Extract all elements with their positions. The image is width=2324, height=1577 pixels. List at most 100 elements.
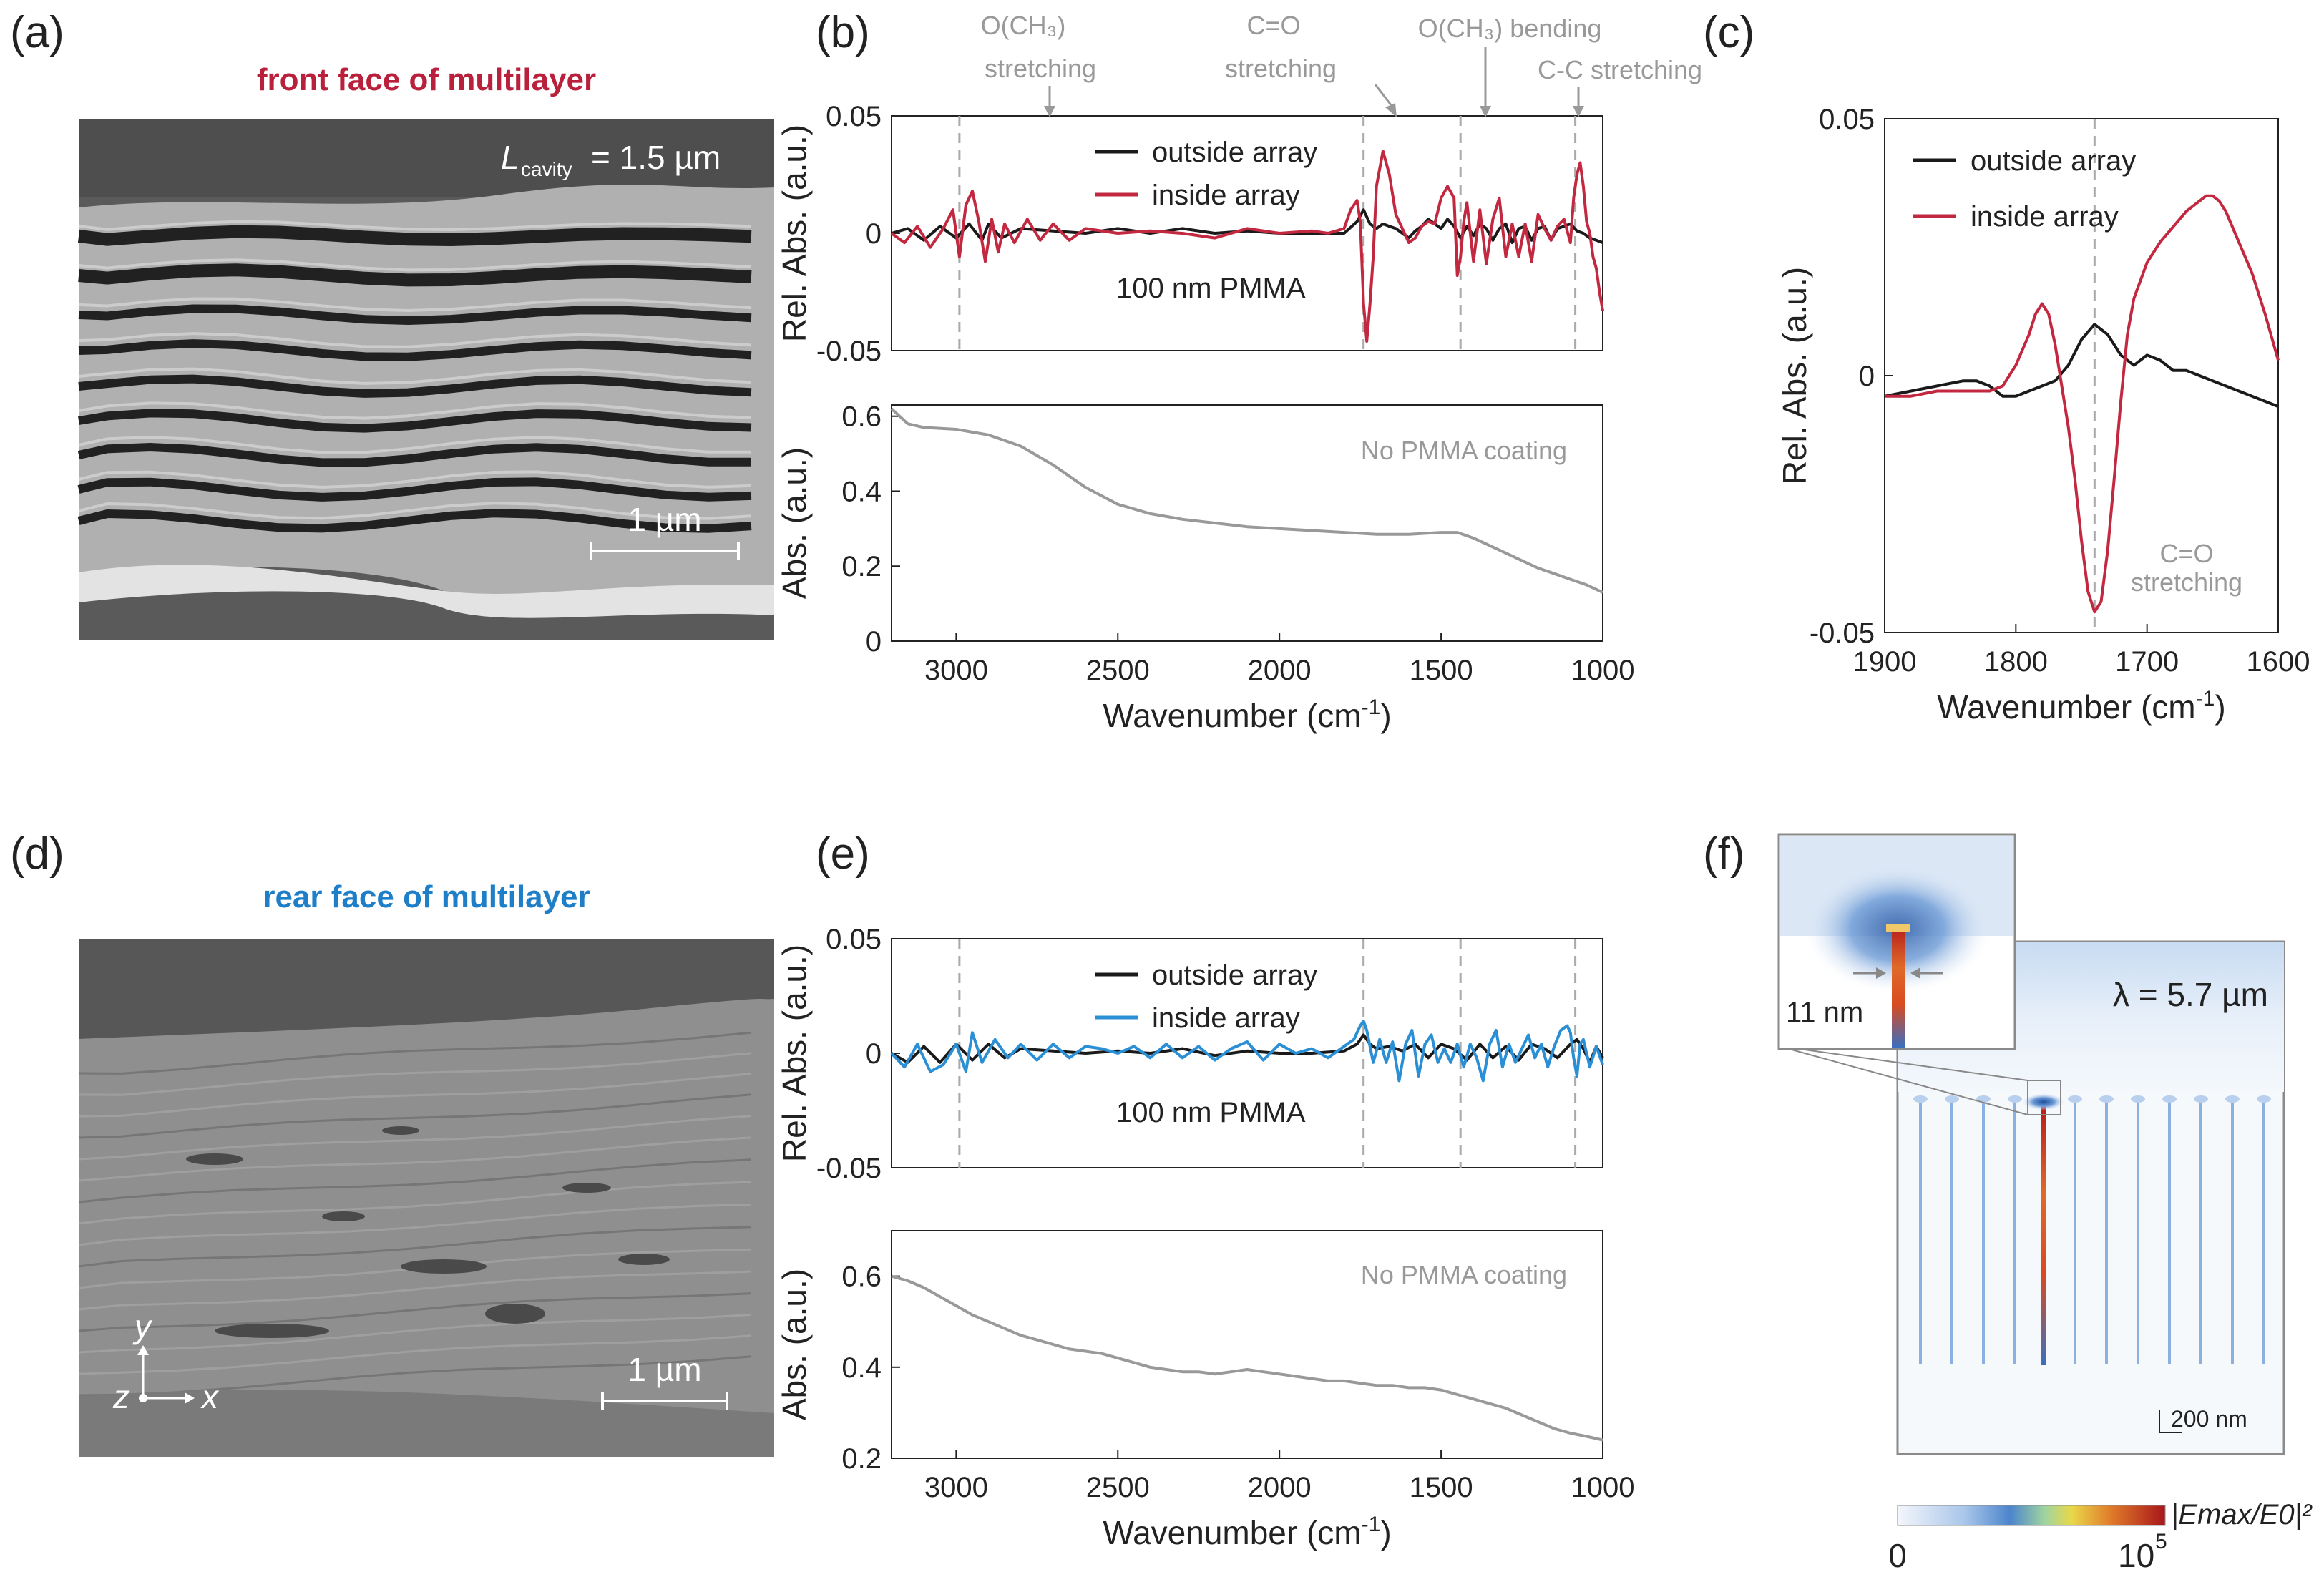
nanogap-line: [2013, 1099, 2016, 1364]
sem-dark-layer: [77, 225, 752, 247]
nanogap-tip: [1913, 1095, 1928, 1103]
nanogap-tip: [2257, 1095, 2271, 1103]
sem-dark-layer: [78, 409, 752, 433]
nanogap-tip: [1945, 1095, 1959, 1103]
x-tick-label: 2000: [1248, 655, 1312, 686]
y-axis-label: Abs. (a.u.): [776, 447, 813, 599]
x-tick-label: 2500: [1086, 1472, 1150, 1503]
x-tick-label: 1900: [1853, 646, 1917, 678]
axis-x-label: x: [200, 1378, 220, 1415]
panel-label-b: (b): [816, 8, 870, 57]
sem-pore: [401, 1259, 487, 1274]
no-pmma-label: No PMMA coating: [1361, 1260, 1567, 1289]
annotation-b-1-line2: stretching: [1225, 54, 1337, 83]
sem-stratum: [78, 1270, 752, 1311]
x-axis-label: Wavenumber (cm-1): [1103, 695, 1391, 734]
sem-bright-edge: [78, 401, 752, 420]
plot-frame: [891, 1230, 1603, 1459]
annotation-b-0-line2: stretching: [985, 54, 1096, 83]
sem-pore: [382, 1126, 419, 1135]
sem-dark-layer: [78, 304, 752, 326]
annotations-b: O(CH₃) stretching C=O stretching O(CH₃) …: [981, 11, 1702, 117]
x-tick-label: 1500: [1410, 1472, 1473, 1503]
scalebar-a: 1 µm: [590, 501, 740, 560]
x-tick-label: 1500: [1410, 655, 1473, 686]
series-line-outside-array: [891, 208, 1603, 245]
sem-stratum: [78, 1292, 752, 1332]
axis-z-label: z: [112, 1378, 130, 1415]
y-tick-label: 0.4: [841, 1352, 882, 1384]
wavelength-label: λ = 5.7 µm: [2113, 976, 2268, 1013]
nanogap-line: [2074, 1099, 2076, 1364]
cavity-length-value: = 1.5 µm: [591, 139, 721, 176]
sem-pore: [322, 1211, 365, 1221]
zoom-inset: 11 nm: [1777, 833, 2028, 1115]
sem-stratum: [78, 1073, 752, 1118]
legend-label-inside: inside array: [1152, 180, 1300, 211]
nanogap-tip: [2099, 1095, 2114, 1103]
y-tick-label: 0: [866, 626, 882, 658]
sem-stratum: [78, 1093, 752, 1139]
nanogap-line: [2105, 1099, 2108, 1364]
panel-label-e: (e): [816, 829, 870, 879]
sem-pore: [485, 1304, 545, 1324]
series-line-inside-array: [890, 1020, 1604, 1083]
y-tick-label: -0.05: [816, 336, 882, 367]
sem-stratum: [78, 1158, 752, 1204]
x-tick-label: 3000: [924, 655, 988, 686]
chart-e-bottom: 0.6 0.4 0.2 3000 2500 2000 1500 1000 Wavenumber …: [776, 1230, 1635, 1551]
x-tick-label: 2500: [1086, 655, 1150, 686]
sem-stratum: [78, 1136, 752, 1182]
x-tick-label: 1000: [1571, 655, 1635, 686]
x-tick-label: 1700: [2115, 646, 2179, 678]
annotation-b-2-line1: O(CH₃) bending: [1418, 14, 1602, 43]
sem-dark-layer: [78, 374, 752, 398]
sem-pore: [618, 1254, 670, 1265]
sem-pore: [186, 1153, 243, 1165]
series-line-inside-array: [1885, 194, 2280, 614]
y-tick-label: 0.05: [826, 924, 882, 955]
y-tick-label: 0: [1859, 361, 1875, 392]
cavity-length-label: L cavity = 1.5 µm: [501, 139, 721, 180]
nanogap-tip: [2131, 1095, 2145, 1103]
gap-width-label: 11 nm: [1786, 997, 1863, 1028]
sem-dark-layer: [78, 263, 752, 287]
sem-stratum: [78, 1226, 752, 1268]
annotation-b-0-line1: O(CH₃): [981, 11, 1066, 40]
sem-stratum: [78, 1115, 752, 1161]
series-line-outside-array: [891, 1033, 1604, 1064]
sem-dark-layer: [77, 509, 752, 533]
panel-a-title: front face of multilayer: [257, 62, 596, 97]
sem-dark-layer: [78, 339, 752, 361]
c-annotation-line2: stretching: [2131, 567, 2242, 597]
legend-label-inside: inside array: [1971, 201, 2119, 233]
sem-bright-edge: [78, 258, 752, 272]
sem-stratum: [78, 1314, 752, 1354]
sem-stratum: [78, 1203, 752, 1246]
y-tick-label: 0.05: [826, 101, 882, 132]
nanogap-tip: [2194, 1095, 2208, 1103]
y-tick-label: 0: [866, 1038, 882, 1070]
y-tick-label: 0.05: [1819, 104, 1875, 135]
legend-label-inside: inside array: [1152, 1002, 1300, 1034]
sem-stratum: [78, 1181, 752, 1225]
nanogap-line: [1919, 1099, 1922, 1364]
x-tick-label: 1000: [1571, 1472, 1635, 1503]
plot-frame: [1884, 118, 2279, 633]
chart-b-bottom: 0.6 0.4 0.2 0 3000 2500 2000 1500 1000 Wavenumber…: [776, 401, 1634, 734]
annotation-b-1-line1: C=O: [1246, 11, 1300, 40]
y-axis-label: Abs. (a.u.): [776, 1269, 813, 1420]
nanogap-tip: [2068, 1095, 2082, 1103]
sem-dark-layer: [77, 477, 752, 502]
sem-bright-edge: [78, 367, 752, 385]
pmma-label: 100 nm PMMA: [1116, 1097, 1306, 1128]
y-tick-label: 0.2: [841, 1443, 882, 1475]
nanogap-line: [1982, 1099, 1985, 1364]
colorbar-max-exponent: 5: [2155, 1530, 2167, 1553]
x-tick-label: 1600: [2247, 646, 2310, 678]
y-tick-label: -0.05: [1810, 617, 1875, 649]
legend-label-outside: outside array: [1152, 137, 1317, 168]
sem-pore: [562, 1183, 611, 1193]
